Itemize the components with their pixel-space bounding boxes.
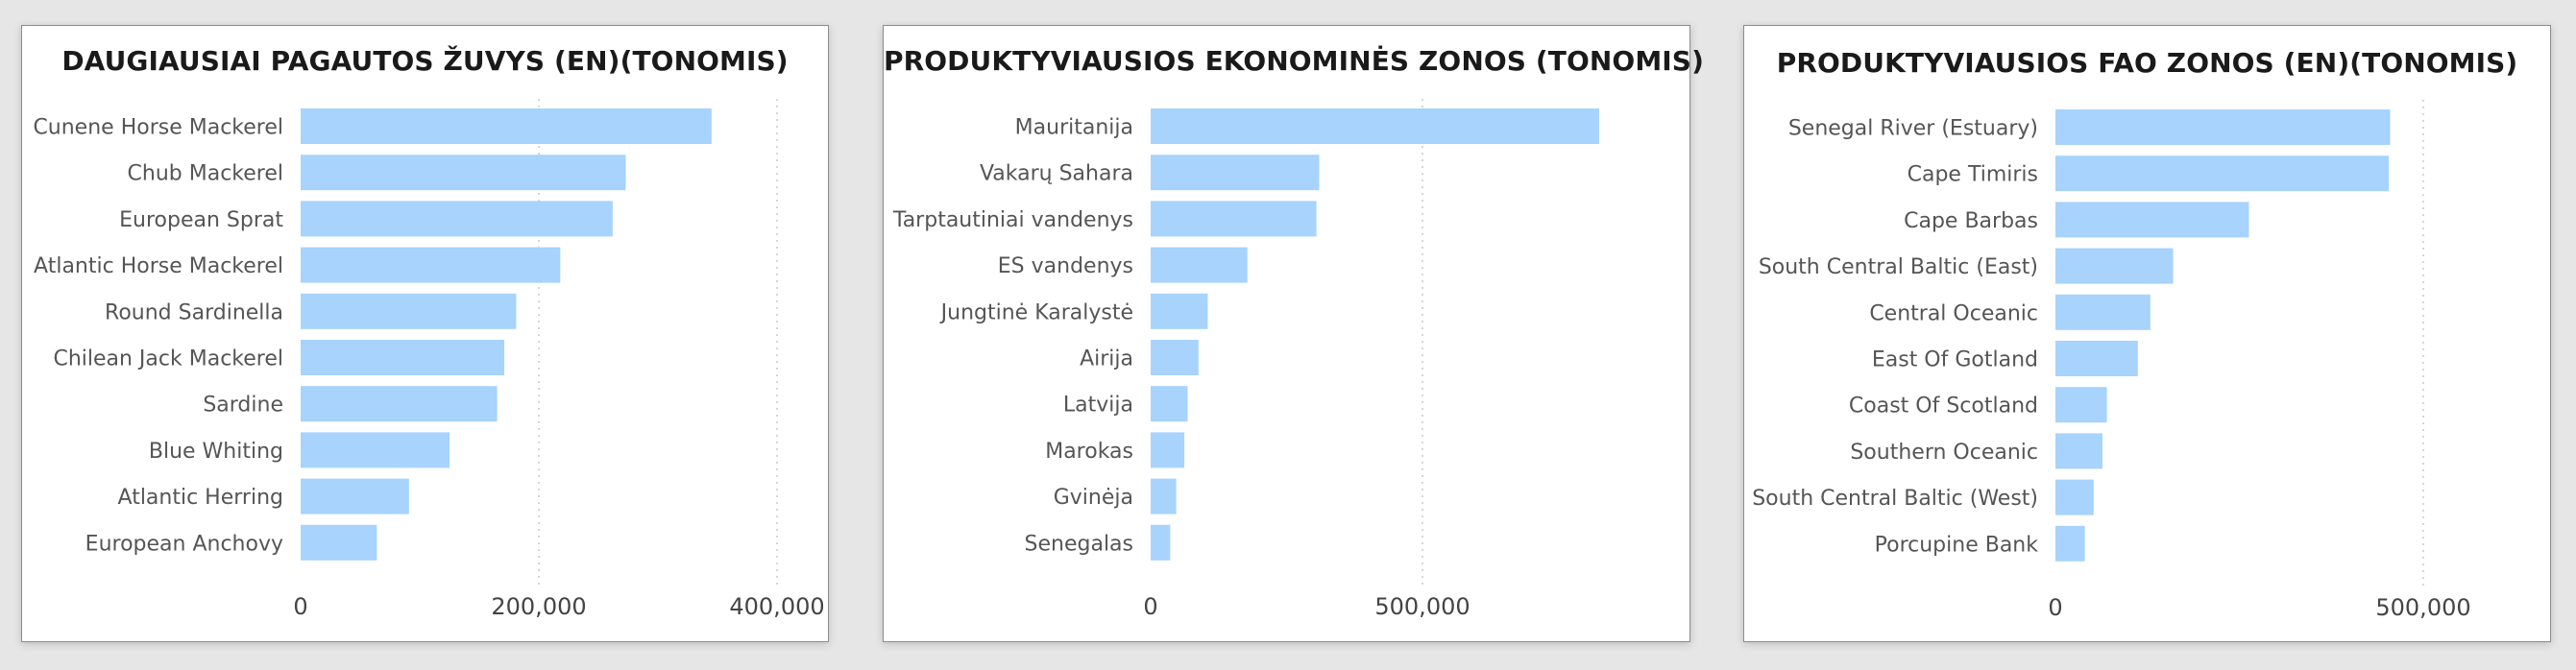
chart-title: DAUGIAUSIAI PAGAUTOS ŽUVYS (EN)(TONOMIS) bbox=[61, 45, 789, 77]
category-label: Latvija bbox=[1063, 394, 1133, 418]
category-label: Senegal River (Estuary) bbox=[1788, 117, 2038, 141]
bar bbox=[301, 108, 712, 144]
x-tick-label: 500,000 bbox=[1374, 593, 1470, 620]
category-label: European Anchovy bbox=[85, 532, 283, 556]
x-tick-label: 200,000 bbox=[491, 593, 586, 620]
category-label: European Sprat bbox=[119, 208, 283, 232]
chart-title: PRODUKTYVIAUSIOS EKONOMINĖS ZONOS (TONOM… bbox=[884, 45, 1704, 77]
bar bbox=[1151, 432, 1185, 468]
bar bbox=[301, 432, 450, 468]
category-label: Atlantic Herring bbox=[118, 486, 283, 510]
bar bbox=[1151, 293, 1208, 329]
bar bbox=[2055, 248, 2174, 284]
x-tick-label: 400,000 bbox=[729, 593, 824, 620]
category-label: ES vandenys bbox=[998, 254, 1133, 278]
bar bbox=[301, 478, 409, 514]
category-label: Sardine bbox=[203, 394, 283, 418]
chart-title: PRODUKTYVIAUSIOS FAO ZONOS (EN)(TONOMIS) bbox=[1776, 47, 2518, 79]
category-label: Round Sardinella bbox=[105, 300, 283, 324]
bar bbox=[301, 340, 505, 375]
category-label: Cape Barbas bbox=[1904, 209, 2038, 233]
bar bbox=[2055, 156, 2389, 192]
bar bbox=[301, 155, 626, 191]
bar bbox=[2055, 202, 2249, 238]
category-label: Cape Timiris bbox=[1908, 163, 2038, 187]
bar bbox=[1151, 386, 1188, 422]
category-label: Coast Of Scotland bbox=[1849, 395, 2038, 419]
bar bbox=[1151, 478, 1177, 514]
category-label: Gvinėja bbox=[1054, 486, 1133, 510]
category-label: Senegalas bbox=[1025, 532, 1133, 556]
bar bbox=[301, 201, 613, 237]
category-label: Cunene Horse Mackerel bbox=[33, 116, 283, 140]
bar bbox=[301, 524, 377, 561]
chart-panel-fao-zones: PRODUKTYVIAUSIOS FAO ZONOS (EN)(TONOMIS)… bbox=[1743, 25, 2551, 642]
bar bbox=[2055, 341, 2138, 376]
bar bbox=[2055, 433, 2103, 469]
bar bbox=[1151, 524, 1171, 561]
bar bbox=[1151, 340, 1199, 375]
category-label: Chilean Jack Mackerel bbox=[53, 347, 283, 371]
category-label: Marokas bbox=[1045, 440, 1133, 464]
bar bbox=[301, 386, 498, 422]
category-label: Atlantic Horse Mackerel bbox=[34, 254, 283, 278]
bar bbox=[2055, 525, 2085, 562]
bar bbox=[1151, 155, 1320, 191]
bar-chart-fao-zones: Senegal River (Estuary) Cape Timiris Cape … bbox=[1752, 100, 2471, 621]
bar bbox=[2055, 387, 2107, 423]
x-tick-label: 0 bbox=[1143, 593, 1157, 620]
category-label: Mauritanija bbox=[1015, 116, 1133, 140]
bar bbox=[1151, 247, 1248, 283]
category-label: South Central Baltic (East) bbox=[1759, 255, 2038, 279]
category-label: Blue Whiting bbox=[149, 440, 283, 464]
x-tick-label: 0 bbox=[2048, 594, 2062, 621]
bar bbox=[301, 247, 561, 283]
category-label: Jungtinė Karalystė bbox=[939, 300, 1133, 324]
category-label: Chub Mackerel bbox=[128, 162, 283, 186]
chart-panel-economic-zones: PRODUKTYVIAUSIOS EKONOMINĖS ZONOS (TONOM… bbox=[883, 25, 1704, 642]
bar bbox=[301, 293, 517, 329]
category-label: South Central Baltic (West) bbox=[1752, 487, 2038, 511]
category-label: East Of Gotland bbox=[1872, 348, 2038, 372]
category-label: Porcupine Bank bbox=[1875, 533, 2039, 557]
bar bbox=[2055, 479, 2094, 515]
category-label: Southern Oceanic bbox=[1850, 441, 2038, 465]
x-tick-label: 0 bbox=[293, 593, 307, 620]
category-label: Tarptautiniai vandenys bbox=[892, 208, 1133, 232]
x-tick-label: 500,000 bbox=[2375, 594, 2470, 621]
chart-panel-top-species: DAUGIAUSIAI PAGAUTOS ŽUVYS (EN)(TONOMIS)… bbox=[21, 25, 829, 642]
category-label: Airija bbox=[1080, 347, 1133, 371]
bar-chart-economic-zones: Mauritanija Vakarų Sahara Tarptautiniai va… bbox=[892, 99, 1599, 620]
category-label: Central Oceanic bbox=[1869, 301, 2038, 325]
bar-chart-top-species: Cunene Horse Mackerel Chub Mackerel Europe… bbox=[33, 99, 825, 620]
category-label: Vakarų Sahara bbox=[980, 162, 1133, 186]
bar bbox=[2055, 109, 2391, 145]
bar bbox=[2055, 294, 2151, 330]
bar bbox=[1151, 201, 1317, 237]
bar bbox=[1151, 108, 1599, 144]
